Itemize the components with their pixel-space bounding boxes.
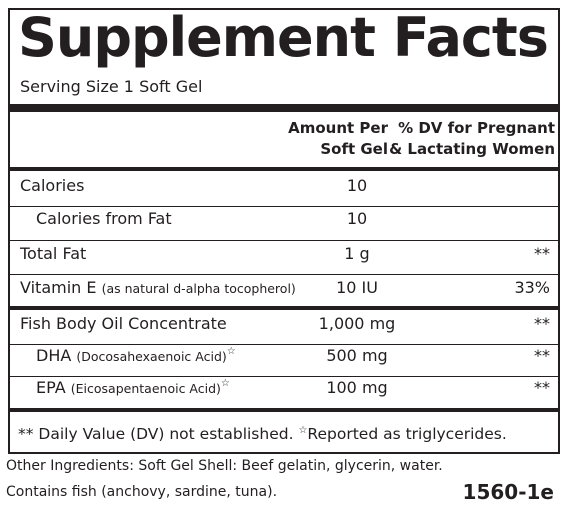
product-code: 1560-1e xyxy=(462,480,554,504)
thick-rule xyxy=(10,306,560,310)
title: Supplement Facts xyxy=(18,6,549,69)
amount: 100 mg xyxy=(326,378,388,397)
amount: 500 mg xyxy=(326,346,388,365)
nutrient: DHA xyxy=(36,346,72,365)
amount: 10 xyxy=(346,209,368,228)
row-name: Fish Body Oil Concentrate xyxy=(20,314,227,333)
row-name: EPA (Eicosapentaenoic Acid)☆ xyxy=(36,378,230,397)
row-name: Calories xyxy=(20,176,84,195)
amount: 1 g xyxy=(344,244,370,263)
dv: ** xyxy=(534,378,550,397)
row-rule xyxy=(10,344,560,345)
amount-header: Amount Per Soft Gel xyxy=(288,119,388,158)
thick-rule xyxy=(10,408,560,412)
other-ingredients: Other Ingredients: Soft Gel Shell: Beef … xyxy=(6,458,443,474)
row-name: Vitamin E (as natural d-alpha tocopherol… xyxy=(20,278,296,297)
nutrient: Calories xyxy=(20,176,85,195)
nutrient: Total Fat xyxy=(20,244,87,263)
dv: ** xyxy=(534,314,550,333)
footnote: ** Daily Value (DV) not established. ☆Re… xyxy=(18,425,507,443)
label-box xyxy=(8,8,560,454)
row-name: Calories from Fat xyxy=(36,209,172,228)
nutrient-note: (as natural d-alpha tocopherol) xyxy=(101,281,296,296)
nutrient: Fish Body Oil Concentrate xyxy=(20,314,227,333)
contains: Contains fish (anchovy, sardine, tuna). xyxy=(6,484,278,500)
dv: ** xyxy=(534,346,550,365)
dv: ** xyxy=(534,244,550,263)
nutrient: Calories from Fat xyxy=(36,209,172,228)
star-mark: ☆ xyxy=(220,378,230,389)
thick-rule xyxy=(10,104,560,112)
thick-rule xyxy=(10,167,560,171)
star-mark: ☆ xyxy=(226,346,236,357)
row-rule xyxy=(10,274,560,275)
row-rule xyxy=(10,240,560,241)
row-name: DHA (Docosahexaenoic Acid)☆ xyxy=(36,346,236,365)
nutrient: EPA xyxy=(36,378,66,397)
row-rule xyxy=(10,206,560,207)
nutrient-note: (Docosahexaenoic Acid) xyxy=(76,349,227,364)
amount: 10 xyxy=(346,176,368,195)
amount: 1,000 mg xyxy=(318,314,396,333)
dv-header: % DV for Pregnant & Lactating Women xyxy=(389,119,555,158)
amount: 10 IU xyxy=(336,278,378,297)
dv: 33% xyxy=(514,278,550,297)
nutrient-note: (Eicosapentaenoic Acid) xyxy=(70,381,221,396)
row-rule xyxy=(10,376,560,377)
row-name: Total Fat xyxy=(20,244,86,263)
nutrient: Vitamin E xyxy=(20,278,97,297)
serving-size: Serving Size 1 Soft Gel xyxy=(20,77,203,96)
